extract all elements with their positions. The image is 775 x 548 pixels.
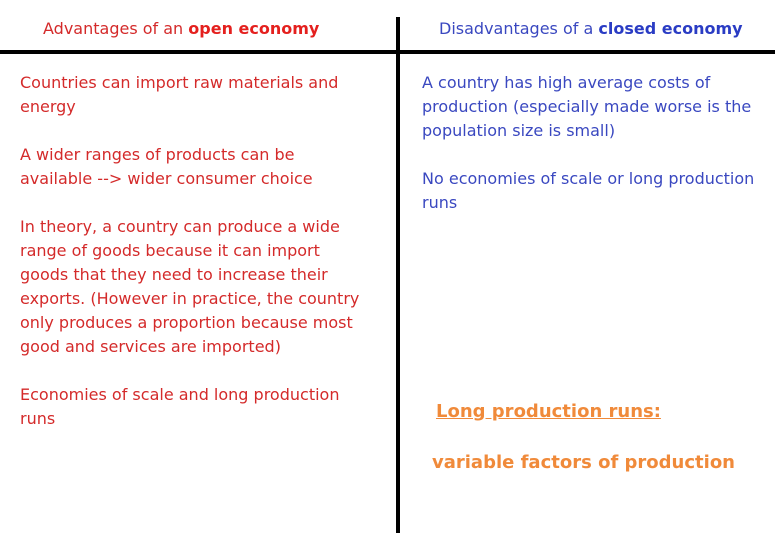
disadvantage-point: No economies of scale or long production… (422, 169, 755, 212)
disadvantages-header-prefix: Disadvantages of a (439, 19, 599, 38)
advantages-header: Advantages of an open economy (43, 19, 319, 39)
advantages-header-prefix: Advantages of an (43, 19, 189, 38)
disadvantages-header: Disadvantages of a closed economy (439, 19, 743, 39)
advantages-column: Countries can import raw materials and e… (20, 71, 370, 455)
note-title: Long production runs: (436, 401, 661, 422)
disadvantages-column: A country has high average costs of prod… (422, 71, 772, 239)
advantage-point: Economies of scale and long production r… (20, 385, 340, 428)
advantages-header-bold: open economy (188, 19, 320, 38)
advantage-point: A wider ranges of products can be availa… (20, 145, 313, 188)
disadvantage-point: A country has high average costs of prod… (422, 73, 752, 140)
header-divider (0, 50, 775, 54)
advantage-point: In theory, a country can produce a wide … (20, 217, 360, 356)
column-divider (396, 17, 400, 533)
advantage-point: Countries can import raw materials and e… (20, 73, 339, 116)
disadvantages-header-bold: closed economy (598, 19, 743, 38)
note-body: variable factors of production (432, 452, 735, 473)
